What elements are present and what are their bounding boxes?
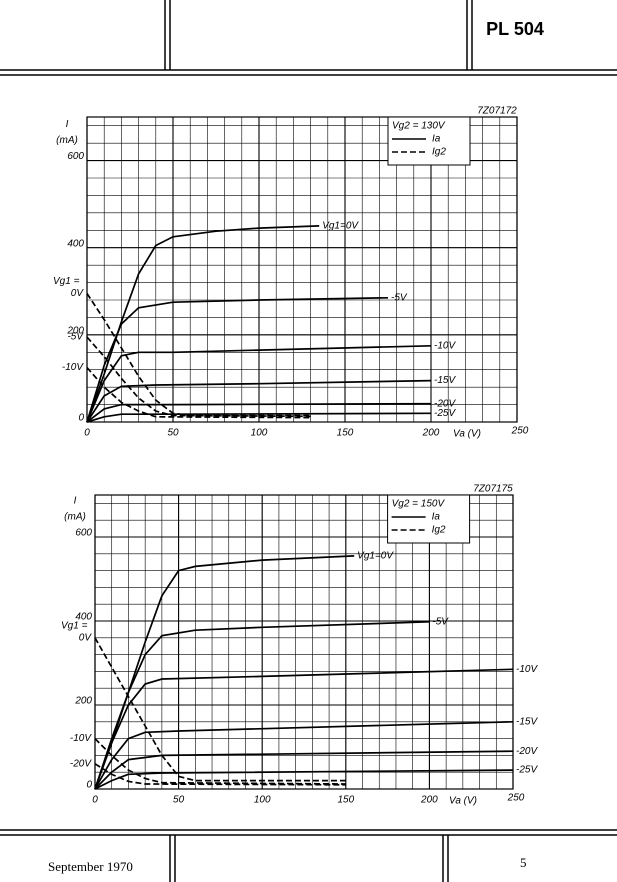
y-tick-label: 200 — [66, 325, 84, 336]
ia-curve — [94, 620, 430, 790]
ia-curve-label: -15V — [434, 375, 456, 386]
y-axis-unit: (mA) — [64, 512, 86, 523]
y-tick-label: 400 — [75, 612, 92, 623]
ia-curve — [86, 225, 320, 423]
ia-curve-label: Vg1=0V — [322, 221, 359, 232]
x-axis-label: Va (V) — [453, 429, 481, 440]
ig2-curve-label: -10V — [70, 733, 92, 744]
header-frame — [0, 0, 617, 76]
ig2-curve — [86, 336, 311, 418]
ia-curve — [86, 344, 432, 423]
footer-date: September 1970 — [48, 859, 133, 874]
legend-label: Ia — [432, 134, 441, 145]
ia-curve-label: Vg1=0V — [357, 551, 394, 562]
x-tick-label: 250 — [511, 426, 529, 437]
x-tick-label: 200 — [422, 428, 440, 439]
x-tick-label: 200 — [420, 795, 438, 806]
y-axis-unit: (mA) — [56, 135, 78, 146]
ig2-curve — [94, 763, 346, 786]
ig2-curve — [86, 293, 311, 417]
ig2-curve — [86, 366, 311, 419]
ia-curve-label: -10V — [434, 340, 456, 351]
x-axis-label: Va (V) — [449, 796, 477, 807]
ia-curve-label: -25V — [516, 765, 538, 776]
x-tick-label: 150 — [337, 795, 354, 806]
legend-label: Ig2 — [432, 525, 446, 536]
y-axis-symbol: I — [66, 119, 69, 130]
chart-code: 7Z07172 — [477, 106, 517, 117]
ia-curve-label: -25V — [434, 408, 456, 419]
ia-curve-label: -20V — [516, 746, 538, 757]
vg1-label: Vg1 = — [53, 276, 80, 287]
x-tick-label: 250 — [507, 793, 525, 804]
chart: 0 50 100 150 200 250 0 200 400 600 I (mA) Va (V) 7Z07… — [61, 484, 538, 807]
ia-curve-label: -5V — [432, 616, 449, 627]
x-tick-label: 0 — [84, 428, 90, 439]
legend-label: Ig2 — [432, 147, 446, 158]
ig2-curve-label: 0V — [71, 288, 85, 299]
ia-curve-label: -5V — [391, 292, 408, 303]
ia-curve — [86, 296, 389, 423]
chart: 0 50 100 150 200 250 0 200 400 600 I (mA) Va (V) 7Z07… — [53, 106, 529, 440]
ia-curve — [86, 379, 432, 423]
legend-title: Vg2 = 130V — [392, 121, 446, 132]
x-tick-label: 50 — [173, 795, 185, 806]
y-tick-label: 200 — [74, 696, 92, 707]
ia-curve-label: -15V — [516, 716, 538, 727]
legend-box — [387, 116, 471, 166]
x-tick-label: 100 — [251, 428, 268, 439]
x-tick-label: 0 — [92, 795, 98, 806]
ia-curve-label: -10V — [516, 664, 538, 675]
footer-frame — [0, 829, 617, 882]
x-tick-label: 150 — [337, 428, 354, 439]
ia-curve — [86, 412, 432, 423]
ia-curve — [94, 750, 514, 790]
vg1-label: Vg1 = — [61, 620, 88, 631]
chart-code: 7Z07175 — [473, 484, 513, 495]
y-tick-label: 600 — [67, 151, 84, 162]
ia-curve — [94, 555, 355, 790]
ig2-curve-label: -5V — [67, 332, 84, 343]
y-tick-label: 0 — [86, 780, 92, 791]
ig2-curve-label: -20V — [70, 758, 92, 769]
legend-box — [387, 494, 471, 544]
ig2-curve-label: 0V — [79, 632, 93, 643]
x-tick-label: 50 — [167, 428, 179, 439]
ia-curve-label: -20V — [434, 398, 456, 409]
header-title: PL 504 — [486, 19, 544, 39]
y-tick-label: 0 — [78, 413, 84, 424]
ia-curve — [94, 668, 514, 790]
y-tick-label: 600 — [75, 528, 92, 539]
x-tick-label: 100 — [254, 795, 271, 806]
ig2-curve-label: -10V — [62, 362, 84, 373]
y-axis-symbol: I — [74, 496, 77, 507]
y-tick-label: 400 — [67, 238, 84, 249]
footer-page: 5 — [520, 855, 527, 870]
ia-curve — [94, 769, 514, 790]
legend-title: Vg2 = 150V — [392, 499, 446, 510]
ig2-curve — [94, 738, 346, 785]
ig2-curve — [94, 637, 346, 782]
ia-curve — [86, 402, 432, 423]
legend-label: Ia — [432, 512, 441, 523]
ia-curve — [94, 720, 514, 790]
